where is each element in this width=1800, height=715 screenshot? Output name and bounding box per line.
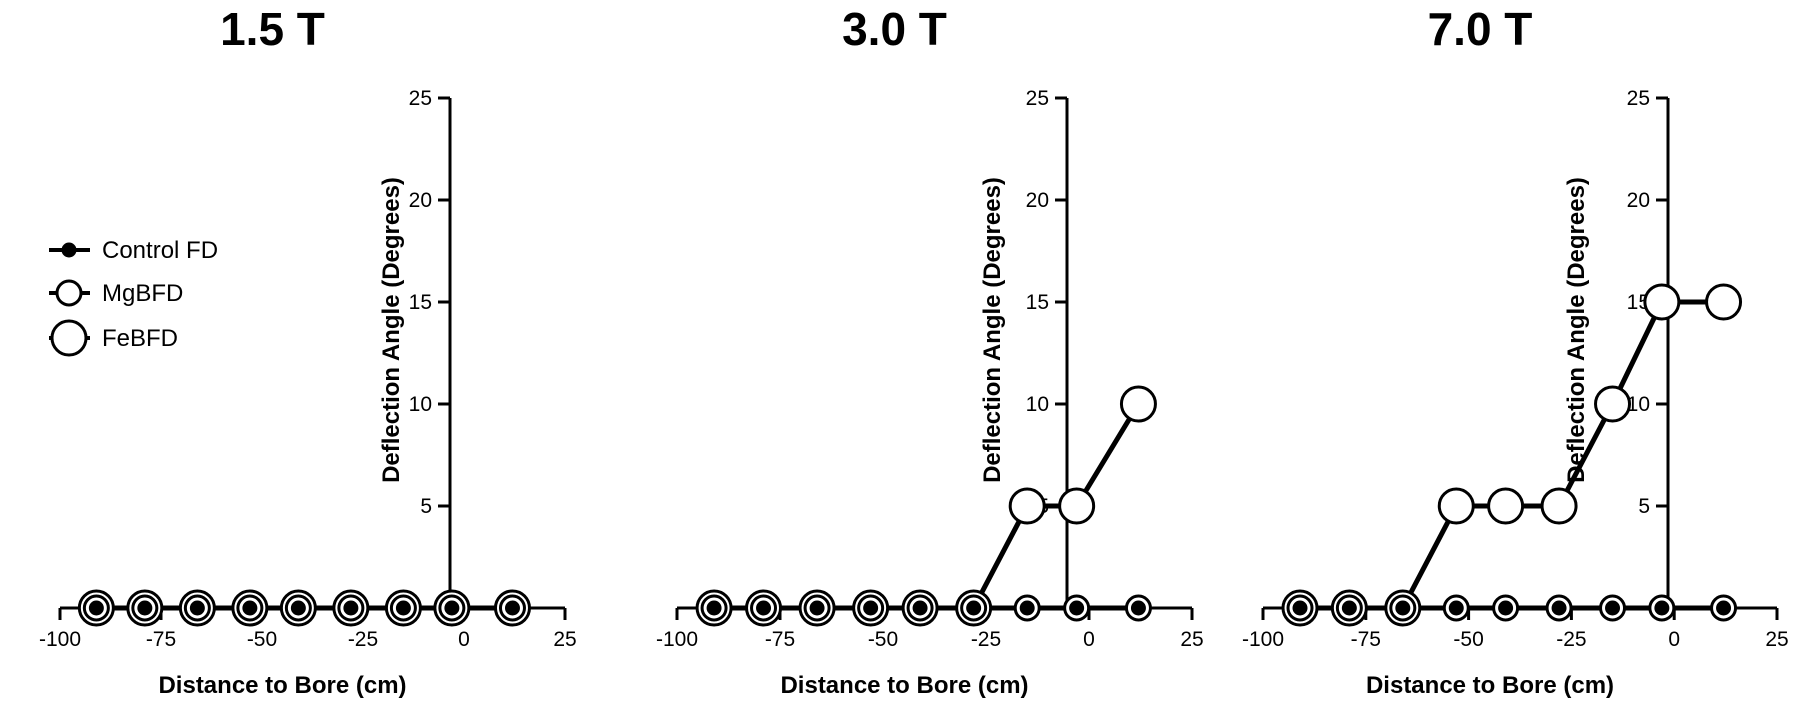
x-tick-label: -75 <box>146 628 176 651</box>
x-tick-label: -100 <box>1242 628 1284 651</box>
x-tick-label: 25 <box>1180 628 1203 651</box>
x-axis-title: Distance to Bore (cm) <box>158 672 406 699</box>
data-point-febfd <box>1058 487 1096 525</box>
data-point-control-fd <box>189 600 205 616</box>
data-point-control-fd <box>444 600 460 616</box>
legend-label: Control FD <box>102 237 218 264</box>
data-point-control-fd <box>1716 600 1732 616</box>
y-tick-label: 5 <box>420 495 432 518</box>
data-point-control-fd <box>1605 600 1621 616</box>
x-axis-title: Distance to Bore (cm) <box>780 672 1028 699</box>
x-tick-label: -100 <box>39 628 81 651</box>
y-tick-label: 20 <box>409 189 432 212</box>
data-point-control-fd <box>290 600 306 616</box>
y-tick-label: 5 <box>1638 495 1650 518</box>
x-tick-label: -25 <box>1556 628 1586 651</box>
x-tick-label: -50 <box>868 628 898 651</box>
series-line-febfd <box>1300 299 1724 611</box>
data-point-control-fd <box>706 600 722 616</box>
y-tick-label: 20 <box>1026 189 1049 212</box>
data-point-control-fd <box>1292 600 1308 616</box>
data-point-febfd <box>1594 385 1632 423</box>
y-tick-label: 20 <box>1627 189 1650 212</box>
y-tick-label: 10 <box>1627 393 1650 416</box>
x-tick-label: -50 <box>1453 628 1483 651</box>
data-point-febfd <box>1437 487 1475 525</box>
data-point-control-fd <box>912 600 928 616</box>
y-axis-title: Deflection Angle (Degrees) <box>979 177 1006 483</box>
legend-marker <box>50 319 88 357</box>
data-point-febfd <box>1643 283 1681 321</box>
y-tick-label: 25 <box>1627 87 1650 110</box>
data-point-febfd <box>1705 283 1743 321</box>
data-point-control-fd <box>863 600 879 616</box>
y-tick-label: 10 <box>1026 393 1049 416</box>
data-point-febfd <box>1119 385 1157 423</box>
data-point-control-fd <box>1130 600 1146 616</box>
x-tick-label: -75 <box>765 628 795 651</box>
data-point-control-fd <box>343 600 359 616</box>
data-point-control-fd <box>1654 600 1670 616</box>
x-tick-label: -50 <box>247 628 277 651</box>
panel-title: 3.0 T <box>842 3 947 55</box>
y-tick-label: 15 <box>409 291 432 314</box>
y-tick-label: 15 <box>1026 291 1049 314</box>
legend-label: MgBFD <box>102 280 183 307</box>
legend-marker <box>55 279 83 307</box>
panel-title: 7.0 T <box>1428 3 1533 55</box>
x-tick-label: 0 <box>458 628 470 651</box>
data-point-control-fd <box>242 600 258 616</box>
data-point-control-fd <box>395 600 411 616</box>
y-tick-label: 25 <box>1026 87 1049 110</box>
x-tick-label: 25 <box>553 628 576 651</box>
data-point-control-fd <box>1019 600 1035 616</box>
data-point-febfd <box>1008 487 1046 525</box>
x-tick-label: -25 <box>348 628 378 651</box>
x-tick-label: -75 <box>1351 628 1381 651</box>
data-point-febfd <box>1540 487 1578 525</box>
panel-title: 1.5 T <box>220 3 325 55</box>
y-tick-label: 10 <box>409 393 432 416</box>
x-tick-label: -100 <box>656 628 698 651</box>
x-tick-label: 0 <box>1083 628 1095 651</box>
x-tick-label: 25 <box>1765 628 1788 651</box>
y-tick-label: 25 <box>409 87 432 110</box>
data-point-febfd <box>1487 487 1525 525</box>
x-tick-label: 0 <box>1668 628 1680 651</box>
data-point-control-fd <box>504 600 520 616</box>
data-point-control-fd <box>756 600 772 616</box>
x-axis-title: Distance to Bore (cm) <box>1366 672 1614 699</box>
data-point-control-fd <box>88 600 104 616</box>
x-tick-label: -25 <box>971 628 1001 651</box>
y-axis-title: Deflection Angle (Degrees) <box>1563 177 1590 483</box>
data-point-control-fd <box>809 600 825 616</box>
y-axis-title: Deflection Angle (Degrees) <box>378 177 405 483</box>
data-point-control-fd <box>1395 600 1411 616</box>
data-point-control-fd <box>966 600 982 616</box>
data-point-control-fd <box>1551 600 1567 616</box>
data-point-control-fd <box>1069 600 1085 616</box>
legend-label: FeBFD <box>102 325 178 352</box>
data-point-control-fd <box>137 600 153 616</box>
data-point-control-fd <box>1448 600 1464 616</box>
legend-marker <box>61 242 77 258</box>
data-point-control-fd <box>1498 600 1514 616</box>
data-point-control-fd <box>1341 600 1357 616</box>
